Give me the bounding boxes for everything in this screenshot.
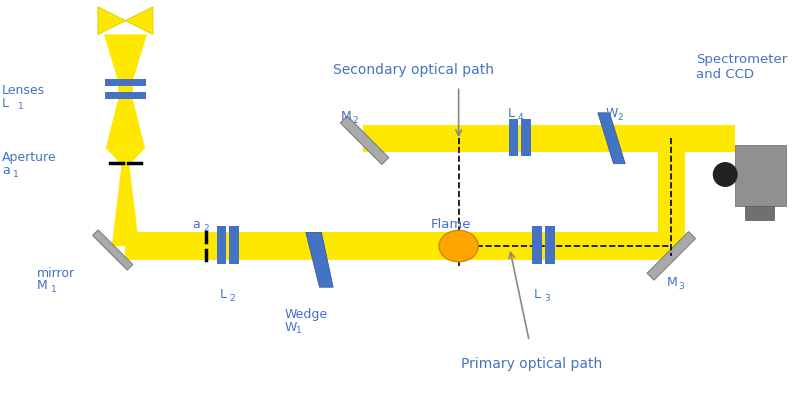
- Text: W: W: [605, 107, 618, 119]
- Bar: [522, 119, 531, 156]
- Text: M: M: [37, 279, 48, 292]
- Text: Wedge: Wedge: [284, 307, 328, 320]
- Bar: [545, 227, 555, 264]
- Bar: [105, 80, 146, 87]
- Polygon shape: [118, 80, 134, 102]
- Circle shape: [713, 163, 737, 187]
- Text: 2: 2: [229, 294, 235, 302]
- Text: mirror: mirror: [37, 266, 76, 279]
- Text: 2: 2: [617, 113, 623, 122]
- Polygon shape: [93, 230, 133, 270]
- Bar: [217, 227, 226, 264]
- Text: Primary optical path: Primary optical path: [460, 356, 602, 370]
- Text: 2: 2: [353, 115, 358, 124]
- Text: 2: 2: [203, 223, 208, 232]
- Bar: [105, 93, 146, 100]
- Text: 1: 1: [296, 326, 302, 334]
- Bar: [126, 233, 676, 260]
- Text: Lenses: Lenses: [2, 84, 45, 97]
- Text: L: L: [508, 107, 514, 119]
- Polygon shape: [104, 35, 147, 80]
- Text: a: a: [2, 163, 10, 176]
- Text: 4: 4: [518, 113, 523, 122]
- Polygon shape: [112, 165, 139, 247]
- Bar: [229, 227, 239, 264]
- Text: M: M: [667, 276, 677, 289]
- Polygon shape: [306, 233, 333, 288]
- Polygon shape: [98, 8, 126, 35]
- Text: Spectrometer
and CCD: Spectrometer and CCD: [696, 53, 787, 81]
- Polygon shape: [126, 8, 153, 35]
- Polygon shape: [341, 117, 389, 165]
- Bar: [532, 227, 542, 264]
- Bar: [362, 125, 735, 153]
- Text: M: M: [341, 109, 352, 123]
- Text: a: a: [192, 217, 200, 230]
- Text: 1: 1: [13, 169, 19, 178]
- Polygon shape: [105, 149, 145, 165]
- Polygon shape: [598, 113, 625, 164]
- Bar: [509, 119, 518, 156]
- Text: Aperture: Aperture: [2, 151, 56, 164]
- Text: Flame: Flame: [431, 217, 472, 230]
- Bar: [745, 207, 774, 220]
- Text: Secondary optical path: Secondary optical path: [333, 63, 494, 77]
- Text: L: L: [220, 288, 226, 300]
- Polygon shape: [647, 232, 696, 280]
- Text: W: W: [284, 320, 296, 333]
- Bar: [735, 146, 786, 207]
- Text: L: L: [534, 288, 541, 300]
- Text: L: L: [2, 97, 9, 110]
- Ellipse shape: [439, 231, 478, 262]
- Polygon shape: [105, 102, 145, 149]
- Text: 3: 3: [544, 294, 550, 302]
- Text: 3: 3: [678, 282, 684, 291]
- Text: 1: 1: [51, 285, 56, 294]
- Bar: [658, 139, 685, 247]
- Text: 1: 1: [18, 102, 23, 111]
